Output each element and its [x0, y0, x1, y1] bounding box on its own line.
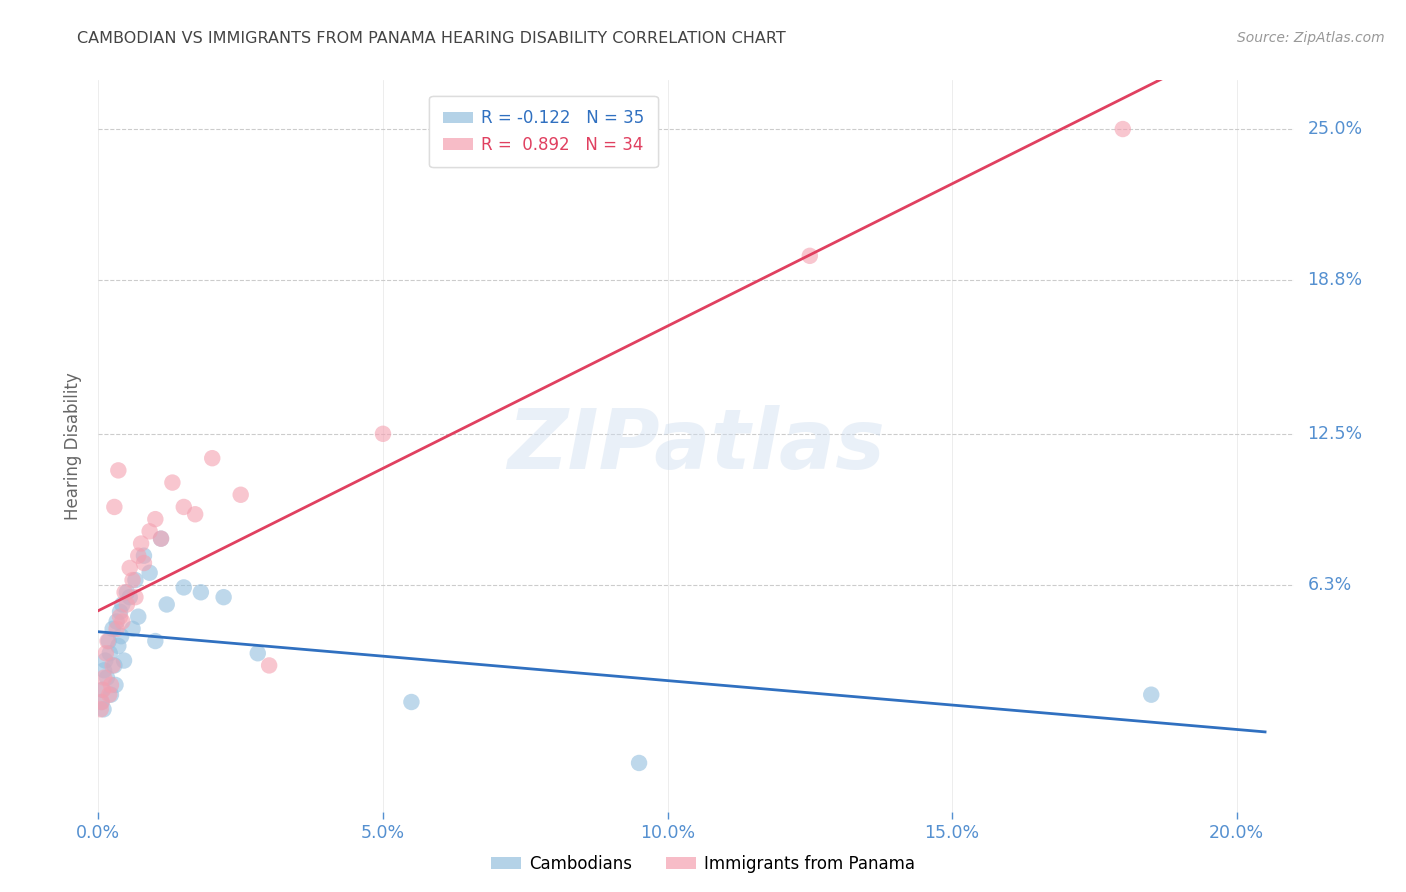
- Point: [150, 532, 173, 546]
- Point: [1112, 122, 1135, 136]
- Point: [115, 598, 138, 612]
- Point: [401, 695, 423, 709]
- Point: [101, 622, 124, 636]
- Text: 18.8%: 18.8%: [1308, 271, 1362, 289]
- Point: [101, 658, 124, 673]
- Point: [138, 524, 160, 539]
- Point: [93, 671, 115, 685]
- Point: [111, 615, 134, 629]
- Text: 6.3%: 6.3%: [1308, 576, 1351, 594]
- Text: Source: ZipAtlas.com: Source: ZipAtlas.com: [1237, 31, 1385, 45]
- Point: [156, 598, 179, 612]
- Point: [257, 658, 280, 673]
- Point: [115, 585, 138, 599]
- Point: [121, 573, 143, 587]
- Point: [201, 451, 224, 466]
- Point: [229, 488, 252, 502]
- Point: [90, 702, 112, 716]
- Legend: R = -0.122   N = 35, R =  0.892   N = 34: R = -0.122 N = 35, R = 0.892 N = 34: [429, 96, 658, 167]
- Point: [105, 622, 128, 636]
- Point: [103, 500, 125, 514]
- Point: [90, 695, 112, 709]
- Point: [127, 549, 149, 563]
- Point: [104, 678, 127, 692]
- Point: [100, 688, 122, 702]
- Point: [190, 585, 212, 599]
- Point: [127, 609, 149, 624]
- Point: [132, 556, 155, 570]
- Point: [91, 682, 114, 697]
- Point: [121, 622, 143, 636]
- Text: CAMBODIAN VS IMMIGRANTS FROM PANAMA HEARING DISABILITY CORRELATION CHART: CAMBODIAN VS IMMIGRANTS FROM PANAMA HEAR…: [77, 31, 786, 46]
- Point: [100, 678, 122, 692]
- Point: [111, 598, 134, 612]
- Point: [118, 590, 141, 604]
- Point: [108, 609, 131, 624]
- Point: [162, 475, 184, 490]
- Point: [96, 634, 118, 648]
- Point: [91, 682, 114, 697]
- Point: [371, 426, 394, 441]
- Point: [124, 573, 146, 587]
- Point: [96, 671, 118, 685]
- Point: [90, 695, 112, 709]
- Point: [93, 702, 115, 716]
- Legend: Cambodians, Immigrants from Panama: Cambodians, Immigrants from Panama: [484, 848, 922, 880]
- Point: [98, 688, 121, 702]
- Point: [98, 646, 121, 660]
- Point: [93, 663, 115, 677]
- Y-axis label: Hearing Disability: Hearing Disability: [63, 372, 82, 520]
- Point: [184, 508, 207, 522]
- Point: [94, 654, 117, 668]
- Point: [105, 615, 128, 629]
- Point: [110, 629, 132, 643]
- Point: [173, 500, 195, 514]
- Point: [107, 463, 129, 477]
- Point: [173, 581, 195, 595]
- Point: [107, 639, 129, 653]
- Point: [132, 549, 155, 563]
- Point: [150, 532, 173, 546]
- Point: [103, 658, 125, 673]
- Point: [129, 536, 152, 550]
- Point: [124, 590, 146, 604]
- Point: [212, 590, 235, 604]
- Point: [1140, 688, 1163, 702]
- Text: ZIPatlas: ZIPatlas: [508, 406, 884, 486]
- Point: [112, 654, 135, 668]
- Point: [97, 634, 120, 648]
- Point: [118, 561, 141, 575]
- Point: [143, 512, 166, 526]
- Point: [799, 249, 821, 263]
- Point: [114, 585, 136, 599]
- Point: [628, 756, 651, 770]
- Point: [138, 566, 160, 580]
- Point: [108, 605, 131, 619]
- Point: [143, 634, 166, 648]
- Point: [246, 646, 269, 660]
- Point: [94, 646, 117, 660]
- Text: 12.5%: 12.5%: [1308, 425, 1362, 442]
- Text: 25.0%: 25.0%: [1308, 120, 1362, 138]
